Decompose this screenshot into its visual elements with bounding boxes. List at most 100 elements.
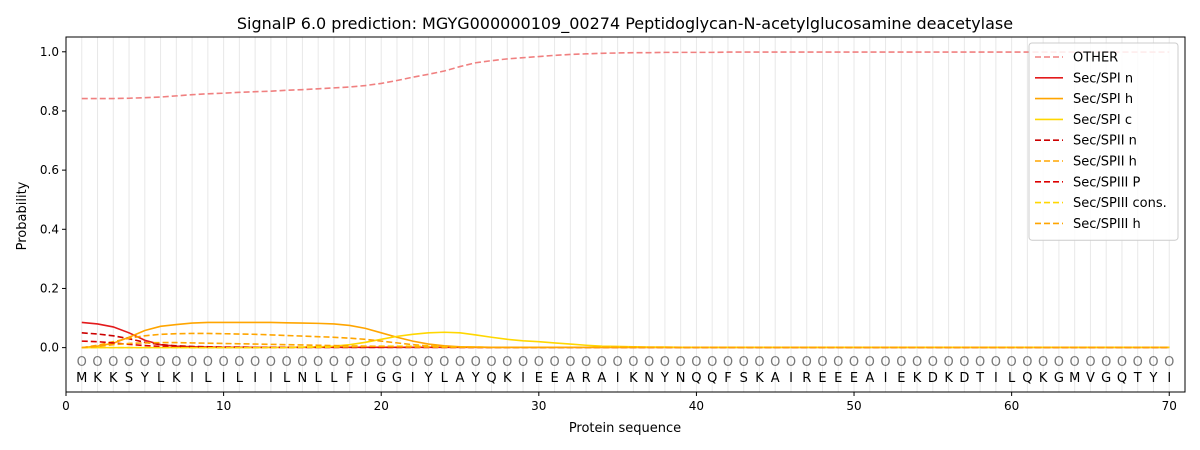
residue-label: I (222, 371, 226, 386)
region-marker: O (471, 355, 481, 370)
region-marker: O (486, 355, 496, 370)
residue-label: G (1101, 371, 1111, 386)
region-marker: O (1148, 355, 1158, 370)
residue-label: I (994, 371, 998, 386)
y-tick-label: 0.4 (40, 222, 59, 236)
residue-label: I (364, 371, 368, 386)
residue-label: K (755, 371, 764, 386)
region-marker: O (534, 355, 544, 370)
residue-label: L (315, 371, 323, 386)
x-axis-label: Protein sequence (569, 421, 681, 436)
residue-label: G (1054, 371, 1064, 386)
region-marker: O (124, 355, 134, 370)
residue-label: N (676, 371, 686, 386)
residue-label: L (283, 371, 291, 386)
residue-label: Q (707, 371, 717, 386)
region-marker: O (723, 355, 733, 370)
residue-label: D (928, 371, 938, 386)
residue-label: I (411, 371, 415, 386)
series-line (81, 51, 1170, 100)
region-marker: O (140, 355, 150, 370)
residue-label: N (644, 371, 654, 386)
x-tick-label: 30 (531, 399, 546, 413)
legend-box (1028, 42, 1179, 241)
residue-label: N (298, 371, 308, 386)
region-marker: O (754, 355, 764, 370)
x-tick-label: 20 (374, 399, 389, 413)
region-marker: O (408, 355, 418, 370)
y-tick-label: 0.0 (40, 341, 59, 355)
residue-label: Y (424, 371, 433, 386)
region-marker: O (1070, 355, 1080, 370)
region-marker: O (234, 355, 244, 370)
region-marker: O (187, 355, 197, 370)
region-marker: O (518, 355, 528, 370)
series-line (81, 332, 1170, 349)
region-marker: O (896, 355, 906, 370)
residue-label: D (959, 371, 969, 386)
region-marker: O (423, 355, 433, 370)
residue-label: E (897, 371, 905, 386)
residue-label: L (236, 371, 244, 386)
residue-label: Q (486, 371, 496, 386)
residue-label: A (865, 371, 874, 386)
region-marker: O (770, 355, 780, 370)
residue-label: A (597, 371, 606, 386)
region-marker: O (360, 355, 370, 370)
y-tick-label: 0.6 (40, 163, 59, 177)
region-marker: O (171, 355, 181, 370)
region-marker: O (1164, 355, 1174, 370)
residue-label: A (771, 371, 780, 386)
region-marker: O (282, 355, 292, 370)
region-marker: O (912, 355, 922, 370)
residue-label: Y (1149, 371, 1158, 386)
region-marker: O (439, 355, 449, 370)
residue-label: K (629, 371, 638, 386)
region-marker: O (1038, 355, 1048, 370)
residue-label: M (1069, 371, 1080, 386)
residue-label: S (125, 371, 133, 386)
y-axis-label: Probability (15, 181, 30, 250)
region-marker: O (92, 355, 102, 370)
residue-label: Y (140, 371, 149, 386)
residue-label: K (944, 371, 953, 386)
residue-label: S (740, 371, 748, 386)
region-marker: O (833, 355, 843, 370)
region-marker: O (218, 355, 228, 370)
region-marker: O (250, 355, 260, 370)
region-marker: O (660, 355, 670, 370)
residue-label: V (1086, 371, 1095, 386)
x-tick-label: 0 (62, 399, 70, 413)
region-marker: O (628, 355, 638, 370)
legend-label: Sec/SPIII P (1073, 175, 1141, 190)
residue-label: Q (1022, 371, 1032, 386)
residue-label: E (550, 371, 558, 386)
region-marker: O (565, 355, 575, 370)
region-marker: O (849, 355, 859, 370)
region-marker: O (991, 355, 1001, 370)
residue-label: K (93, 371, 102, 386)
plot-area: OMOKOKOSOYOLOKOIOLOIOLOIOIOLONOLOLOFOIOG… (40, 36, 1186, 413)
residue-label: L (204, 371, 212, 386)
residue-label: G (376, 371, 386, 386)
residue-label: I (190, 371, 194, 386)
region-marker: O (613, 355, 623, 370)
region-marker: O (376, 355, 386, 370)
region-marker: O (345, 355, 355, 370)
residue-label: L (1008, 371, 1016, 386)
residue-label: E (535, 371, 543, 386)
x-tick-label: 10 (216, 399, 231, 413)
residue-label: L (157, 371, 165, 386)
residue-label: I (616, 371, 620, 386)
region-marker: O (1007, 355, 1017, 370)
region-marker: O (108, 355, 118, 370)
residue-label: Q (691, 371, 701, 386)
region-marker: O (155, 355, 165, 370)
region-marker: O (786, 355, 796, 370)
legend-label: Sec/SPI h (1073, 92, 1133, 107)
series-line (81, 332, 1170, 349)
residue-label: K (503, 371, 512, 386)
residue-label: I (1167, 371, 1171, 386)
region-marker: O (266, 355, 276, 370)
region-marker: O (943, 355, 953, 370)
